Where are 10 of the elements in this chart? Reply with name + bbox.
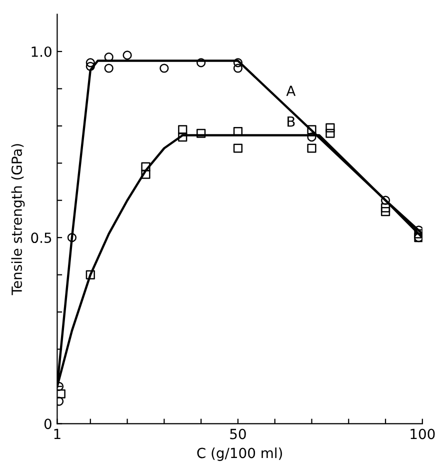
y-tick-label: 0: [44, 418, 52, 430]
annotation: A: [286, 86, 296, 96]
y-axis-title: Tensile strength (GPa): [11, 144, 25, 296]
x-tick-label: 100: [410, 428, 435, 440]
x-axis-title: C (g/100 ml): [197, 448, 282, 461]
x-tick-label: 1: [54, 428, 60, 440]
y-tick-label: 0.5: [31, 232, 52, 244]
x-tick-label: 50: [230, 428, 246, 440]
annotation: B: [288, 116, 295, 127]
y-tick-label: 1.0: [32, 46, 52, 57]
